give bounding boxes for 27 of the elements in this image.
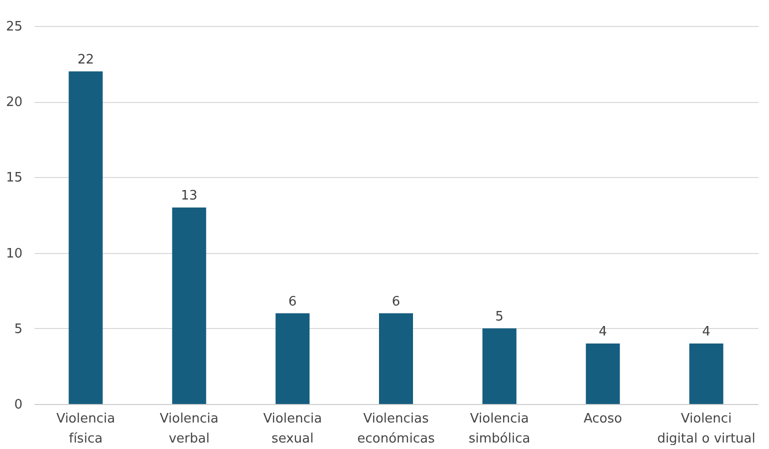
data-label: 4 bbox=[702, 324, 710, 340]
data-label: 4 bbox=[598, 324, 607, 340]
x-tick-label: Violencia simbólica bbox=[468, 412, 530, 446]
x-tick-label: Violenci digital o virtual bbox=[657, 412, 756, 446]
bar bbox=[68, 71, 103, 404]
bar bbox=[689, 344, 724, 404]
y-tick-label: 20 bbox=[6, 95, 22, 110]
bar bbox=[482, 328, 516, 404]
data-label: 6 bbox=[392, 294, 400, 310]
data-label: 6 bbox=[288, 294, 297, 310]
y-tick-label: 15 bbox=[6, 170, 22, 186]
y-tick-label: 5 bbox=[14, 322, 22, 337]
x-tick-label: Violencia sexual bbox=[263, 412, 322, 446]
x-tick-label: Violencia física bbox=[56, 412, 116, 446]
data-label: 13 bbox=[180, 188, 198, 204]
x-tick-label: Violencia verbal bbox=[160, 412, 219, 446]
bar bbox=[172, 207, 206, 404]
bar bbox=[379, 313, 413, 404]
y-tick-label: 25 bbox=[6, 20, 22, 34]
data-label: 5 bbox=[495, 309, 504, 324]
bar bbox=[586, 344, 620, 404]
bar bbox=[276, 313, 310, 404]
y-tick-label: 10 bbox=[6, 246, 22, 262]
y-tick-label: 0 bbox=[14, 398, 22, 412]
x-tick-label: Violencias económicas bbox=[357, 412, 435, 446]
x-tick-label: Acoso bbox=[584, 412, 622, 426]
data-label: 22 bbox=[77, 52, 94, 68]
